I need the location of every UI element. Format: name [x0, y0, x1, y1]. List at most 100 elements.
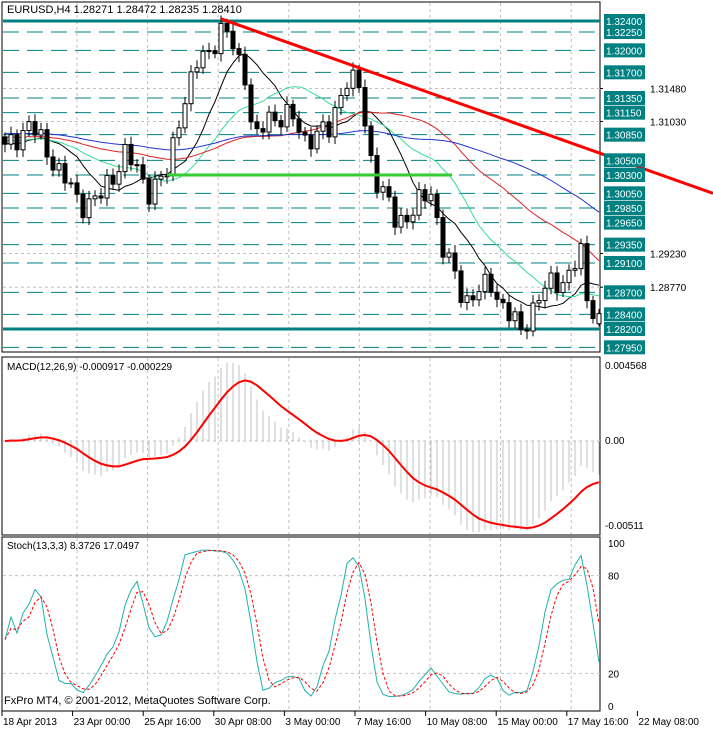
stoch-axis-label: 0: [608, 702, 614, 713]
moving-average-20: [4, 86, 600, 298]
price-level-label: 1.32400: [606, 17, 643, 28]
candle-bull: [446, 252, 452, 258]
candle-bear: [392, 196, 398, 228]
candle-bull: [566, 269, 572, 284]
candle-bull: [314, 130, 320, 150]
candle-bull: [206, 50, 212, 53]
price-level-badge: [604, 65, 645, 80]
candle-bear: [212, 50, 218, 55]
price-level-label: 1.28200: [606, 325, 643, 336]
stoch-axis-label: 80: [608, 572, 620, 583]
candle-bear: [554, 272, 560, 294]
x-axis-label: 17 May 16:00: [568, 717, 629, 728]
x-axis-label: 7 May 16:00: [356, 717, 411, 728]
candle-bear: [242, 53, 248, 86]
candle-bull: [122, 143, 128, 173]
chart-title: EURUSD,H4 1.28271 1.28472 1.28235 1.2841…: [7, 4, 242, 16]
candle-bear: [248, 84, 254, 123]
candle-bull: [350, 69, 356, 89]
candle-bear: [260, 128, 266, 133]
price-level-badge: [604, 43, 645, 58]
candle-bear: [110, 175, 116, 185]
price-level-label: 1.29850: [606, 204, 643, 215]
candle-bear: [506, 302, 512, 322]
panel-frame: [1, 356, 601, 536]
price-tick-label: 1.28770: [650, 283, 687, 294]
panel-frame: [1, 536, 601, 712]
x-axis-label: 3 May 00:00: [285, 717, 340, 728]
price-level-label: 1.31700: [606, 68, 643, 79]
candle-bear: [272, 111, 278, 122]
candle-bear: [32, 121, 38, 136]
candle-bear: [2, 136, 8, 145]
candle-bear: [404, 214, 410, 223]
x-axis-label: 22 May 08:00: [638, 717, 699, 728]
candle-bear: [386, 186, 392, 198]
moving-average-10: [4, 53, 600, 309]
candle-bull: [578, 243, 584, 270]
price-tick-label: 1.29230: [650, 249, 687, 260]
candle-bear: [50, 156, 56, 171]
price-tick-label: 1.31480: [650, 84, 687, 95]
price-level-label: 1.30300: [606, 171, 643, 182]
candle-bull: [530, 302, 536, 332]
candle-bear: [98, 195, 104, 199]
candle-bull: [188, 71, 194, 105]
candle-bull: [542, 287, 548, 302]
candle-bear: [590, 300, 596, 320]
candle-bull: [182, 103, 188, 129]
candle-bull: [410, 214, 416, 223]
candle-bear: [290, 103, 296, 120]
macd-axis-label: 0.00: [605, 436, 625, 447]
candle-bull: [512, 311, 518, 322]
candle-bull: [194, 67, 200, 73]
price-level-badge: [604, 255, 645, 270]
candle-bull: [200, 50, 206, 69]
moving-average-40: [4, 111, 600, 262]
macd-title: MACD(12,26,9) -0.000917 -0.000229: [7, 362, 173, 373]
candle-bull: [482, 273, 488, 293]
candle-bear: [302, 131, 308, 136]
price-level-badge: [604, 200, 645, 215]
x-axis-label: 23 Apr 00:00: [74, 717, 131, 728]
price-level-label: 1.31350: [606, 94, 643, 105]
x-axis-label: 25 Apr 16:00: [144, 717, 201, 728]
candle-bull: [398, 214, 404, 228]
candle-bear: [140, 164, 146, 180]
candle-bull: [536, 300, 542, 304]
price-level-badge: [604, 285, 645, 300]
candle-bull: [380, 186, 386, 193]
candle-bull: [332, 107, 338, 138]
stoch-main-line: [4, 549, 600, 697]
candle-bear: [146, 178, 152, 205]
price-level-badge: [604, 90, 645, 105]
candle-bull: [476, 291, 482, 301]
x-axis-label: 18 Apr 2013: [3, 717, 57, 728]
candle-bull: [86, 198, 92, 219]
candle-bear: [518, 311, 524, 331]
price-level-label: 1.29650: [606, 219, 643, 230]
candle-bull: [170, 137, 176, 177]
candle-bear: [296, 118, 302, 133]
price-level-badge: [604, 167, 645, 182]
candle-bear: [254, 121, 260, 130]
candle-bear: [434, 193, 440, 219]
candle-bear: [128, 143, 134, 166]
candle-bull: [56, 163, 62, 171]
price-level-label: 1.32000: [606, 46, 643, 57]
candle-bull: [548, 272, 554, 289]
candle-bull: [560, 282, 566, 294]
candle-bear: [14, 134, 20, 151]
candle-bear: [368, 125, 374, 157]
stoch-axis-label: 100: [608, 539, 625, 550]
price-level-badge: [604, 105, 645, 120]
macd-axis-label: -0.00511: [605, 521, 644, 532]
candle-bear: [458, 270, 464, 303]
candle-bull: [92, 195, 98, 200]
candle-bear: [440, 217, 446, 258]
x-axis-label: 10 May 08:00: [427, 717, 488, 728]
candle-bull: [104, 175, 110, 199]
candle-bear: [452, 252, 458, 272]
price-level-label: 1.30050: [606, 189, 643, 200]
